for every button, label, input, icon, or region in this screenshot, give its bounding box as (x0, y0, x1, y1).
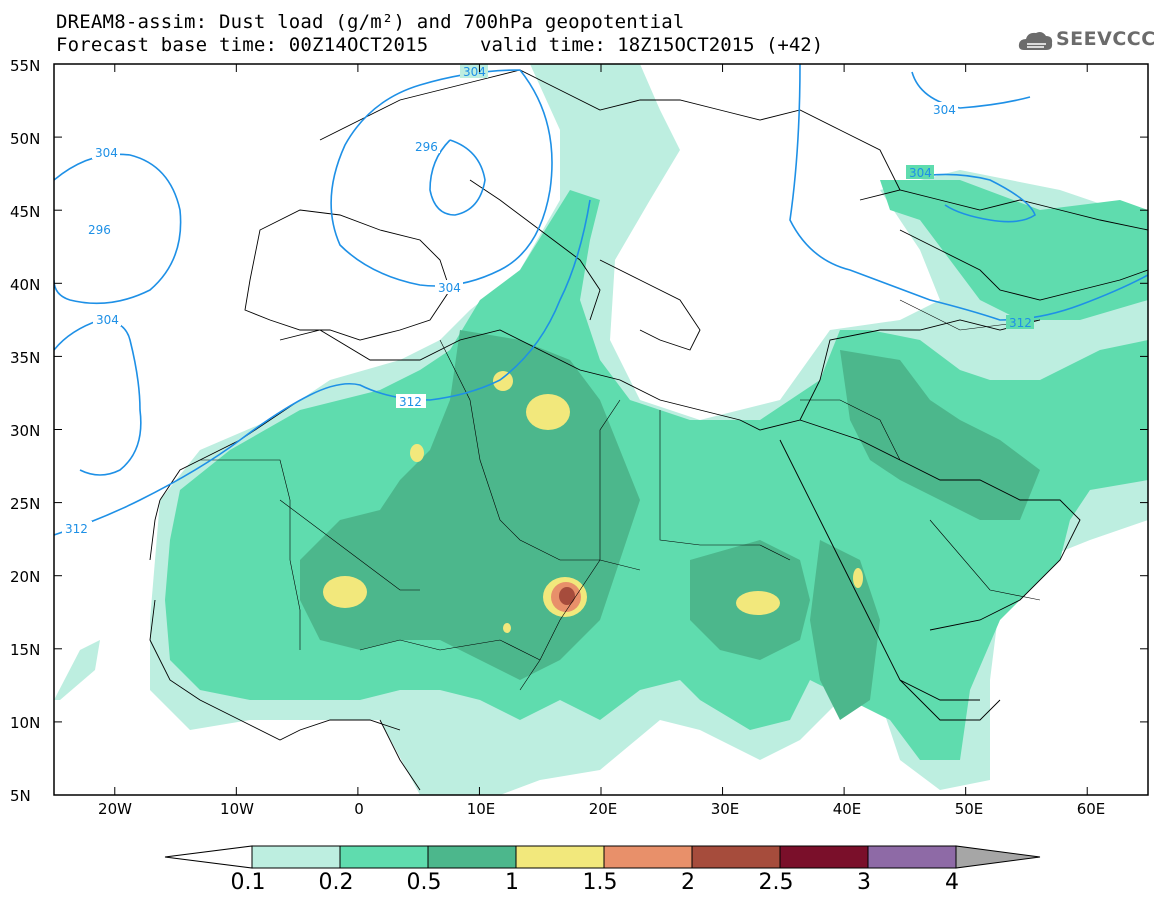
lat-label: 35N (10, 349, 41, 367)
cloud-logo-icon (1018, 32, 1053, 50)
forecast-base-time: Forecast base time: 00Z14OCT2015 (56, 34, 429, 56)
colorbar-swatch (867, 845, 957, 869)
colorbar-label: 4 (945, 870, 959, 895)
lon-label: 10E (466, 800, 496, 818)
axis-ticks (54, 63, 1148, 796)
colorbar-over-triangle (955, 845, 1041, 869)
contour-label: 304 (909, 166, 932, 180)
colorbar-swatch (691, 845, 781, 869)
contour-label: 304 (933, 103, 956, 117)
lat-label: 20N (10, 568, 41, 586)
lat-label: 25N (10, 495, 41, 513)
coastlines (149, 69, 1148, 791)
dust-region-red (559, 587, 575, 605)
geopotential-contours (54, 64, 1148, 536)
colorbar-under-triangle (164, 845, 253, 869)
lat-label: 50N (10, 130, 41, 148)
colorbar-swatch (427, 845, 517, 869)
colorbar-label: 2.5 (758, 870, 794, 895)
lon-label: 60E (1076, 800, 1106, 818)
colorbar-label: 1 (505, 870, 519, 895)
contour-label: 304 (95, 146, 118, 160)
lat-label: 55N (10, 57, 41, 75)
contour-label: 312 (1009, 316, 1032, 330)
colorbar-label: 1.5 (582, 870, 618, 895)
lat-label: 5N (10, 787, 31, 805)
lat-label: 40N (10, 276, 41, 294)
country-borders (200, 299, 1041, 691)
lat-label: 15N (10, 641, 41, 659)
contour-label: 304 (438, 281, 461, 295)
map-title: DREAM8-assim: Dust load (g/m²) and 700hP… (56, 11, 685, 33)
lon-label: 10W (220, 800, 254, 818)
contour-label: 312 (65, 522, 88, 536)
colorbar (164, 845, 1041, 869)
contour-label: 304 (463, 65, 486, 79)
contour-label: 296 (88, 223, 111, 237)
colorbar-swatch (603, 845, 693, 869)
colorbar-swatch (779, 845, 869, 869)
colorbar-swatch (339, 845, 429, 869)
logo-text: SEEVCCC (1056, 28, 1156, 50)
colorbar-label: 2 (681, 870, 695, 895)
contour-label: 304 (96, 313, 119, 327)
valid-time: valid time: 18Z15OCT2015 (+42) (480, 34, 824, 56)
colorbar-label: 3 (857, 870, 871, 895)
colorbar-swatch (251, 845, 341, 869)
lon-label: 40E (832, 800, 862, 818)
lat-label: 30N (10, 422, 41, 440)
colorbar-label: 0.2 (318, 870, 354, 895)
colorbar-label: 0.1 (230, 870, 266, 895)
colorbar-swatch (515, 845, 605, 869)
lon-label: 30E (710, 800, 740, 818)
contour-label: 296 (415, 140, 438, 154)
lon-label: 20E (588, 800, 618, 818)
lat-label: 45N (10, 203, 41, 221)
lon-label: 0 (354, 800, 364, 818)
lat-label: 10N (10, 714, 41, 732)
lon-label: 50E (954, 800, 984, 818)
contour-label: 312 (399, 395, 422, 409)
lon-label: 20W (98, 800, 132, 818)
dust-map: 304 296 304 296 304 304 304 304 312 312 … (53, 63, 1149, 796)
colorbar-label: 0.5 (406, 870, 442, 895)
contour-label-group: 304 296 304 296 304 304 304 304 312 312 … (62, 64, 1034, 536)
